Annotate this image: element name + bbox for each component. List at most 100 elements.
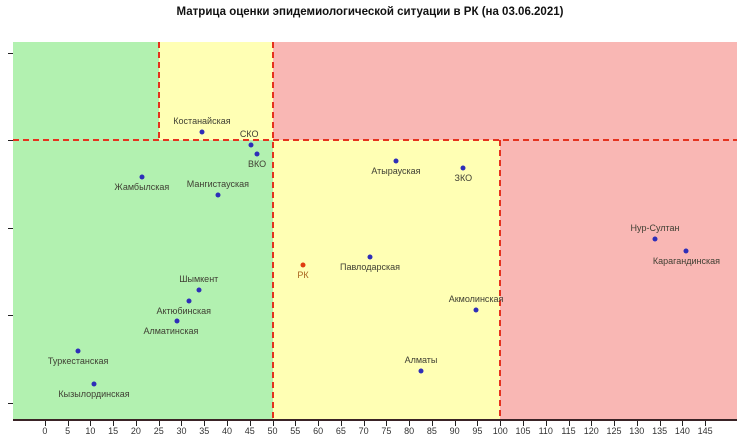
data-point-label-Туркестанская: Туркестанская bbox=[47, 356, 109, 367]
x-tick-10 bbox=[90, 421, 92, 426]
x-tick-85 bbox=[431, 421, 433, 426]
x-tick-130 bbox=[636, 421, 638, 426]
x-tick-label-135: 135 bbox=[652, 426, 668, 436]
x-tick-55 bbox=[295, 421, 297, 426]
x-axis-line bbox=[13, 419, 737, 421]
x-tick-50 bbox=[272, 421, 274, 426]
data-point-label-Алматы: Алматы bbox=[404, 355, 438, 366]
zone-yellow-upper bbox=[158, 42, 273, 141]
x-tick-75 bbox=[386, 421, 388, 426]
data-point-Нур-Султан bbox=[652, 236, 658, 242]
threshold-line-r-equals-1 bbox=[13, 139, 737, 142]
x-tick-label-80: 80 bbox=[404, 426, 415, 436]
x-tick-100 bbox=[500, 421, 502, 426]
plot-area: Костанайская СКО ВКО Жамбылская Мангистауска… bbox=[13, 42, 737, 419]
chart-title: Матрица оценки эпидемиологической ситуац… bbox=[176, 6, 564, 18]
data-point-Шымкент bbox=[196, 287, 202, 293]
x-tick-40 bbox=[227, 421, 228, 426]
x-tick-95 bbox=[477, 421, 479, 426]
y-tick-label-0.8: 0.8 bbox=[0, 309, 2, 321]
data-point-label-Павлодарская: Павлодарская bbox=[339, 261, 400, 272]
data-point-Костанайская bbox=[199, 129, 205, 135]
threshold-line-x-100-lower-band bbox=[499, 140, 502, 419]
y-tick-1.1 bbox=[8, 52, 13, 54]
x-tick-5 bbox=[67, 421, 69, 426]
zone-green-lower bbox=[13, 140, 273, 419]
data-point-Туркестанская bbox=[75, 348, 81, 354]
x-tick-110 bbox=[545, 421, 547, 426]
data-point-Мангистауская bbox=[215, 192, 221, 198]
y-tick-label-0.9: 0.9 bbox=[0, 222, 2, 234]
x-tick-65 bbox=[340, 421, 342, 426]
x-tick-label-140: 140 bbox=[674, 426, 690, 436]
data-point-Кызылординская bbox=[91, 381, 97, 387]
x-tick-label-20: 20 bbox=[130, 426, 141, 436]
x-tick-80 bbox=[409, 421, 411, 426]
y-tick-0.7 bbox=[8, 402, 13, 404]
data-point-label-Алматинская: Алматинская bbox=[143, 325, 199, 336]
data-point-label-Акмолинская: Акмолинская bbox=[448, 294, 504, 305]
y-tick-label-1: 1 bbox=[0, 132, 4, 148]
x-tick-90 bbox=[454, 421, 456, 426]
x-tick-label-0: 0 bbox=[42, 426, 48, 436]
data-point-Павлодарская bbox=[367, 254, 373, 260]
x-tick-label-60: 60 bbox=[313, 426, 324, 436]
x-tick-105 bbox=[522, 421, 524, 426]
data-point-Алматинская bbox=[174, 318, 180, 324]
x-tick-label-95: 95 bbox=[472, 426, 483, 436]
x-tick-label-35: 35 bbox=[199, 426, 210, 436]
x-tick-140 bbox=[682, 421, 684, 426]
x-tick-label-120: 120 bbox=[583, 426, 599, 436]
x-tick-35 bbox=[204, 421, 206, 426]
x-tick-label-30: 30 bbox=[176, 426, 187, 436]
y-tick-0.9 bbox=[8, 227, 13, 229]
x-tick-115 bbox=[568, 421, 570, 426]
data-point-СКО bbox=[248, 142, 254, 148]
zone-green-upper bbox=[13, 42, 159, 141]
data-point-Алматы bbox=[418, 368, 424, 374]
data-point-Акмолинская bbox=[473, 307, 479, 313]
threshold-line-x-50-full bbox=[271, 42, 274, 419]
data-point-label-Атырауская: Атырауская bbox=[371, 166, 421, 177]
data-point-РК bbox=[300, 262, 306, 268]
x-tick-15 bbox=[113, 421, 115, 426]
x-tick-label-125: 125 bbox=[606, 426, 622, 436]
x-tick-135 bbox=[659, 421, 661, 426]
data-point-label-Нур-Султан: Нур-Султан bbox=[630, 223, 680, 234]
data-point-Жамбылская bbox=[139, 174, 145, 180]
threshold-line-x-25-upper-band bbox=[157, 42, 160, 141]
x-tick-label-40: 40 bbox=[221, 426, 233, 436]
data-point-label-Кызылординская: Кызылординская bbox=[58, 389, 130, 400]
x-tick-70 bbox=[363, 421, 365, 426]
zone-red-lower bbox=[500, 140, 737, 419]
x-tick-label-10: 10 bbox=[85, 426, 96, 436]
zone-red-upper bbox=[272, 42, 737, 141]
x-tick-label-90: 90 bbox=[449, 426, 460, 436]
data-point-ЗКО bbox=[460, 165, 466, 171]
data-point-label-Костанайская: Костанайская bbox=[173, 115, 231, 126]
x-tick-label-75: 75 bbox=[381, 426, 392, 436]
x-tick-label-55: 55 bbox=[290, 426, 301, 436]
x-tick-125 bbox=[614, 421, 616, 426]
x-tick-label-85: 85 bbox=[426, 426, 437, 436]
x-tick-30 bbox=[181, 421, 183, 426]
x-tick-label-105: 105 bbox=[515, 426, 531, 436]
x-tick-label-130: 130 bbox=[629, 426, 645, 436]
x-tick-45 bbox=[249, 421, 251, 426]
x-tick-label-100: 100 bbox=[492, 426, 508, 436]
data-point-label-Карагандинская: Карагандинская bbox=[652, 255, 720, 266]
x-tick-label-15: 15 bbox=[108, 426, 119, 436]
y-tick-1 bbox=[8, 140, 13, 142]
data-point-ВКО bbox=[254, 151, 260, 157]
x-tick-label-115: 115 bbox=[561, 426, 576, 436]
y-tick-label-1.1: 1.1 bbox=[0, 47, 2, 59]
data-point-label-Мангистауская: Мангистауская bbox=[186, 178, 250, 189]
x-tick-label-50: 50 bbox=[267, 426, 278, 436]
x-tick-145 bbox=[705, 421, 707, 426]
x-tick-label-65: 65 bbox=[335, 426, 346, 436]
data-point-label-ВКО: ВКО bbox=[247, 159, 267, 170]
data-point-label-Актюбинская: Актюбинская bbox=[156, 306, 212, 317]
x-tick-label-145: 145 bbox=[697, 426, 713, 436]
x-tick-label-110: 110 bbox=[538, 426, 553, 436]
x-tick-60 bbox=[318, 421, 320, 426]
